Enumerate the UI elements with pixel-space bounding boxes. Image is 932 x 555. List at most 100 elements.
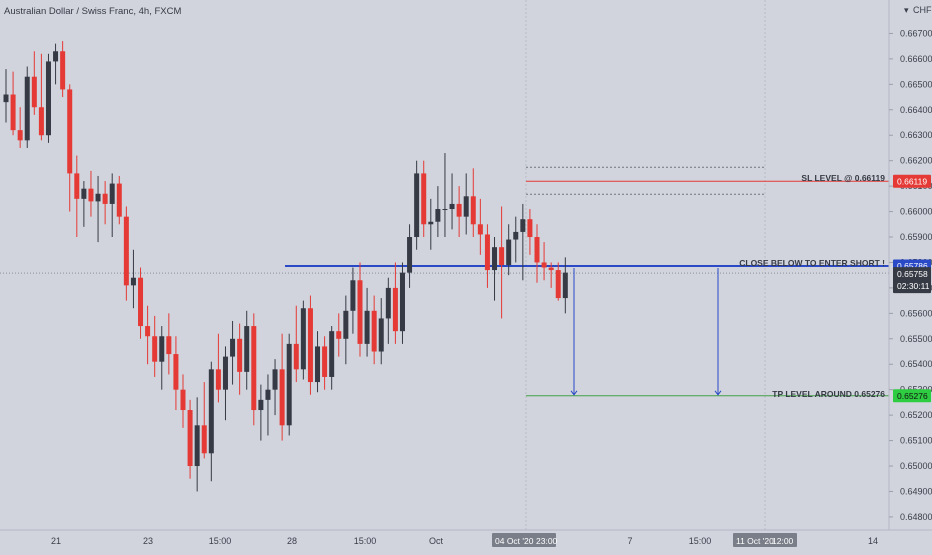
- time-tag-right-date: 11 Oct '20: [736, 536, 774, 546]
- candle: [300, 300, 306, 380]
- candle: [173, 336, 179, 411]
- arrows-layer: [570, 268, 722, 396]
- annotations-layer: SL LEVEL @ 0.66119 CLOSE BELOW TO ENTER …: [739, 173, 885, 399]
- tp-level-label: TP LEVEL AROUND 0.65276: [772, 389, 885, 399]
- price-tick-label: 0.66000: [900, 207, 932, 217]
- candle-body: [222, 356, 228, 390]
- time-tick-label: 15:00: [209, 536, 232, 546]
- candle: [477, 198, 483, 255]
- candle: [67, 84, 73, 212]
- candle-body: [17, 130, 23, 141]
- entry-price-tag-text: 0.65786: [897, 261, 928, 271]
- arrow-head: [714, 390, 722, 396]
- candle: [541, 242, 547, 281]
- candle: [88, 170, 94, 217]
- candle-body: [138, 277, 144, 327]
- candle-body: [407, 237, 413, 273]
- candle: [534, 224, 540, 283]
- candle: [364, 287, 370, 357]
- candle-body: [307, 308, 313, 383]
- candle-body: [208, 369, 214, 454]
- candle-body: [10, 94, 16, 131]
- candle-body: [38, 107, 44, 136]
- candle-body: [60, 51, 66, 90]
- candle: [95, 175, 101, 243]
- candle: [10, 71, 16, 136]
- time-tick-label: 28: [287, 536, 297, 546]
- time-tick-label: 23: [143, 536, 153, 546]
- tp-price-tag: [893, 389, 931, 403]
- time-tag-right: [733, 533, 797, 547]
- candle: [230, 320, 236, 385]
- candle-body: [343, 310, 349, 339]
- candle: [53, 43, 59, 85]
- candle: [399, 262, 405, 344]
- candle-body: [286, 343, 292, 426]
- time-tick-label: 15:00: [354, 536, 377, 546]
- candle-body: [215, 369, 221, 390]
- candle: [378, 298, 384, 365]
- candle: [520, 203, 526, 281]
- tp-price-tag-text: 0.65276: [897, 391, 928, 401]
- candle-body: [534, 237, 540, 263]
- candle-body: [237, 338, 243, 372]
- candle: [286, 333, 292, 436]
- candle-body: [378, 318, 384, 352]
- candle: [449, 173, 455, 230]
- candle-body: [456, 203, 462, 217]
- candle-body: [152, 336, 158, 362]
- candle: [17, 107, 23, 148]
- candle: [279, 333, 285, 441]
- candle: [350, 267, 356, 334]
- price-tick-label: 0.65500: [900, 334, 932, 344]
- time-tick-label: 14: [868, 536, 878, 546]
- candle-body: [463, 196, 469, 217]
- candle: [258, 384, 264, 441]
- price-tick-label: 0.65000: [900, 461, 932, 471]
- candle-body: [180, 389, 186, 411]
- sl-price-tag: [893, 174, 931, 188]
- candle: [265, 374, 271, 436]
- down-arrow-icon: [570, 268, 578, 396]
- currency-indicator[interactable]: ▾ CHF: [904, 5, 932, 15]
- sl-price-tag-text: 0.66119: [897, 176, 927, 186]
- candle: [222, 346, 228, 421]
- candle: [357, 262, 363, 357]
- candle-body: [3, 94, 9, 103]
- candle: [31, 51, 37, 115]
- currency-label: CHF: [913, 5, 932, 15]
- price-tick-label: 0.65200: [900, 410, 932, 420]
- price-tick-label: 0.65600: [900, 308, 932, 318]
- arrow-head: [570, 390, 578, 396]
- candle-body: [173, 354, 179, 390]
- candle-body: [166, 336, 172, 355]
- levels-layer: [0, 166, 889, 397]
- time-tick-label: Oct: [429, 536, 444, 546]
- time-tick-label: 21: [51, 536, 61, 546]
- candle-body: [392, 287, 398, 332]
- time-tag-left: [492, 533, 556, 547]
- time-tag-left-time: 23:00: [536, 536, 558, 546]
- price-tick-label: 0.66400: [900, 105, 932, 115]
- candle-body: [300, 308, 306, 370]
- currency-dropdown-icon[interactable]: ▾: [904, 5, 909, 15]
- candle: [166, 313, 172, 375]
- candle: [201, 382, 207, 459]
- entry-level-label: CLOSE BELOW TO ENTER SHORT !: [739, 258, 885, 268]
- candle-body: [350, 280, 356, 311]
- candle-body: [322, 346, 328, 377]
- candle-body: [435, 209, 441, 222]
- price-tick-label: 0.65400: [900, 359, 932, 369]
- price-tick-label: 0.66300: [900, 130, 932, 140]
- candle: [442, 153, 448, 238]
- candle: [272, 359, 278, 416]
- time-tag-left-date: 04 Oct '20: [495, 536, 534, 546]
- candle: [329, 326, 335, 390]
- candle: [470, 168, 476, 238]
- candle-body: [67, 89, 73, 174]
- candle-body: [385, 287, 391, 319]
- price-tick-label: 0.66700: [900, 28, 932, 38]
